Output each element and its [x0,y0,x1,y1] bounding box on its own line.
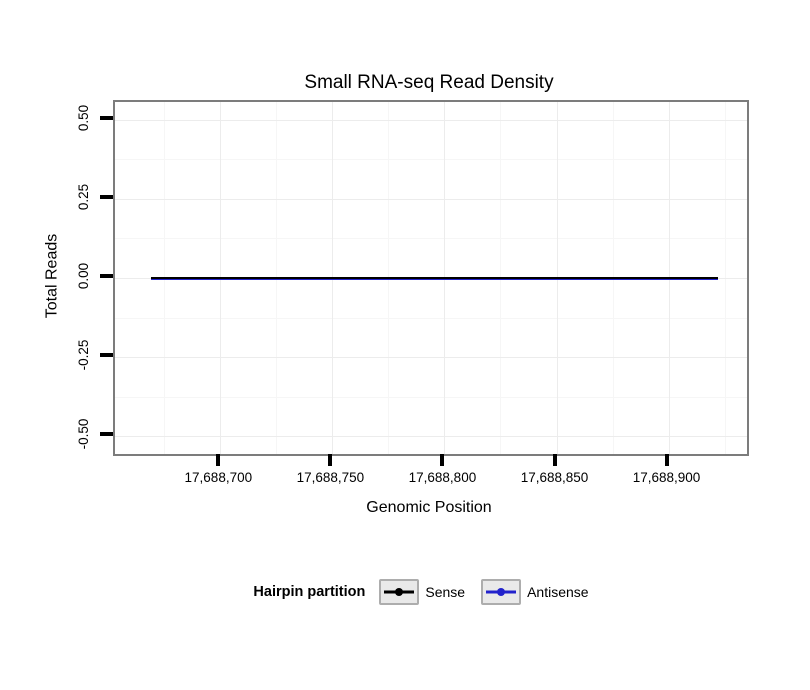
legend-point-icon [395,588,404,596]
minor-gridline-y [115,238,747,240]
x-axis-title: Genomic Position [366,499,492,516]
major-gridline-y [115,357,747,359]
legend: Hairpin partition Sense Antisense [49,578,809,606]
y-tick-mark [100,194,113,199]
legend-label-antisense: Antisense [527,584,589,600]
minor-gridline-y [115,396,747,398]
y-tick-label: 0.50 [76,104,91,131]
legend-label-sense: Sense [425,584,466,600]
y-tick-mark [100,274,113,278]
major-gridline-y [115,436,747,438]
x-tick-label: 17,688,700 [184,470,253,485]
x-tick-mark [328,454,333,466]
legend-key-antisense [481,579,522,605]
legend-point-icon [497,588,506,596]
x-tick-mark [664,454,669,466]
x-tick-mark [552,454,557,466]
x-tick-label: 17,688,850 [520,470,589,485]
minor-gridline-y [115,159,747,161]
x-tick-mark [216,454,221,466]
chart-title: Small RNA-seq Read Density [304,72,554,93]
plot-panel [113,100,749,456]
y-tick-mark [100,353,113,358]
x-tick-label: 17,688,750 [296,470,365,485]
x-tick-label: 17,688,900 [632,470,701,485]
y-axis-title: Total Reads [43,233,61,319]
x-tick-mark [440,454,445,466]
major-gridline-y [115,198,747,200]
legend-title: Hairpin partition [253,584,366,600]
legend-items: Sense Antisense [379,579,604,605]
y-tick-label: 0.25 [76,183,91,210]
x-tick-label: 17,688,800 [408,470,477,485]
major-gridline-y [115,119,747,121]
y-tick-label: 0.00 [76,262,91,290]
minor-gridline-y [115,317,747,319]
y-tick-mark [100,432,113,437]
y-tick-mark [100,115,113,120]
y-tick-label: -0.50 [76,418,91,450]
series-line-sense [150,277,718,279]
y-tick-label: -0.25 [76,339,91,371]
legend-key-sense [379,579,420,605]
